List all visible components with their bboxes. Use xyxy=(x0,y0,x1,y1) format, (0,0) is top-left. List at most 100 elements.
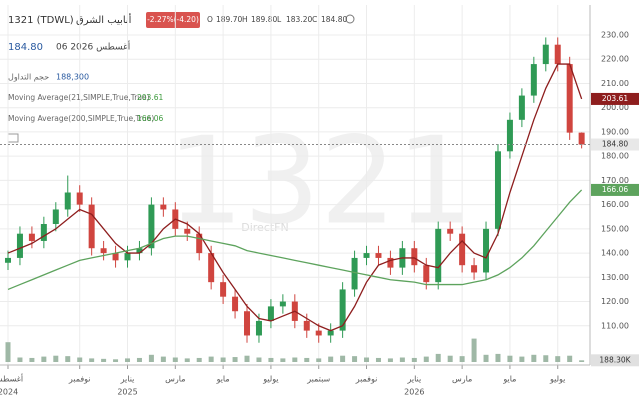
candle-body xyxy=(506,119,513,152)
volume-bar xyxy=(29,357,35,362)
candle-body xyxy=(208,253,215,283)
x-tick-label: مارس xyxy=(452,375,472,384)
candle-body xyxy=(494,151,501,229)
x-tick-label: نوفمبر xyxy=(355,375,378,384)
y-tick-label: 140.00 xyxy=(601,249,629,258)
candle-body xyxy=(339,289,346,331)
ma-marker-box xyxy=(591,92,639,105)
candle-body xyxy=(483,228,490,273)
price: 184.80 xyxy=(8,42,43,53)
y-tick-label: 230.00 xyxy=(601,31,629,40)
volume-bar xyxy=(184,358,190,362)
volume-bar xyxy=(148,354,154,362)
ohlc-label: L xyxy=(277,15,282,24)
ohlc-value: 189.80 xyxy=(251,15,277,24)
volume-bar xyxy=(364,357,370,362)
change-badge xyxy=(146,12,200,28)
volume-bar xyxy=(471,338,477,362)
company-name: أنابيب الشرق xyxy=(76,13,132,26)
x-tick-label: مايو xyxy=(216,375,230,384)
y-tick-label: 120.00 xyxy=(601,297,629,306)
candle-body xyxy=(471,265,478,273)
volume-bar xyxy=(268,357,274,362)
settings-icon[interactable] xyxy=(345,14,355,24)
y-tick-label: 130.00 xyxy=(601,273,629,282)
candle-body xyxy=(518,95,525,120)
legend-name: Moving Average(200,SIMPLE,True,True) xyxy=(8,114,154,123)
candle-body xyxy=(196,233,203,254)
ma-marker: 166.06 xyxy=(602,185,628,194)
volume-bar xyxy=(459,356,465,362)
candle-body xyxy=(554,44,561,65)
watermark: 1321 xyxy=(167,113,472,252)
volume-bar xyxy=(375,357,381,362)
volume-bar xyxy=(423,356,429,362)
candle-body xyxy=(112,253,119,261)
candle-body xyxy=(52,209,59,224)
volume-bar xyxy=(244,355,250,362)
x-tick-label: نوفمبر xyxy=(68,375,91,384)
ma-marker-box xyxy=(591,183,639,196)
volume-bar xyxy=(89,358,95,362)
candle-body xyxy=(88,204,95,249)
candle-body xyxy=(351,257,358,290)
legend-volume-value: 188,300 xyxy=(56,73,89,82)
x-tick-label: سبتمبر xyxy=(306,375,330,384)
candle-body xyxy=(148,204,155,249)
volume-bar xyxy=(256,357,262,362)
volume-bar xyxy=(113,359,119,362)
volume-bar xyxy=(352,356,358,362)
volume-bar xyxy=(495,353,501,362)
candle-body xyxy=(40,224,47,241)
symbol: 1321 (TDWL) xyxy=(8,15,74,26)
candle-body xyxy=(267,306,274,321)
candle-body xyxy=(220,282,227,297)
brand: DirectFN xyxy=(241,221,289,234)
candle-body xyxy=(100,248,107,254)
volume-bar xyxy=(507,355,513,362)
candle-body xyxy=(64,192,71,210)
volume-bar xyxy=(136,357,142,362)
candle-body xyxy=(566,64,573,133)
candle-body xyxy=(16,233,23,258)
candle-body xyxy=(255,320,262,336)
moving-average-line xyxy=(7,63,583,332)
x-year-label: 2025 xyxy=(117,388,137,397)
candle-body xyxy=(542,44,549,65)
change: -2.27%(-4.20) xyxy=(147,15,199,24)
x-tick-label: أغسطس xyxy=(0,374,23,384)
candle-body xyxy=(5,257,11,263)
last-price-marker: 184.80 xyxy=(602,140,628,149)
candle-body xyxy=(459,233,466,266)
volume-bar xyxy=(196,357,202,362)
volume-bar xyxy=(399,357,405,362)
y-tick-label: 110.00 xyxy=(601,321,629,330)
candle-body xyxy=(530,64,537,96)
candle-body xyxy=(327,330,334,336)
volume-bar xyxy=(340,355,346,362)
volume-bar xyxy=(543,355,549,362)
volume-marker-box xyxy=(591,354,639,367)
candle-body xyxy=(423,265,430,283)
ma-marker: 203.61 xyxy=(602,94,628,103)
y-tick-label: 180.00 xyxy=(601,152,629,161)
candle-body xyxy=(160,204,167,210)
volume-bar xyxy=(567,355,573,362)
y-tick-label: 160.00 xyxy=(601,200,629,209)
volume-bar xyxy=(555,356,561,362)
x-year-label: 2026 xyxy=(404,388,424,397)
x-tick-label: يوليو xyxy=(549,375,565,384)
ohlc-value: 189.70 xyxy=(216,15,242,24)
volume-bar xyxy=(232,357,238,362)
ohlc-label: C xyxy=(312,15,317,24)
volume-bar xyxy=(208,356,214,362)
volume-bar xyxy=(101,358,107,362)
x-year-label: 2024 xyxy=(0,388,18,397)
last-price-marker-box xyxy=(591,138,639,151)
candle-body xyxy=(411,248,418,266)
volume-bar xyxy=(17,357,23,362)
volume-bar xyxy=(5,342,11,362)
volume-bar xyxy=(328,356,334,362)
candle-body xyxy=(578,132,585,145)
